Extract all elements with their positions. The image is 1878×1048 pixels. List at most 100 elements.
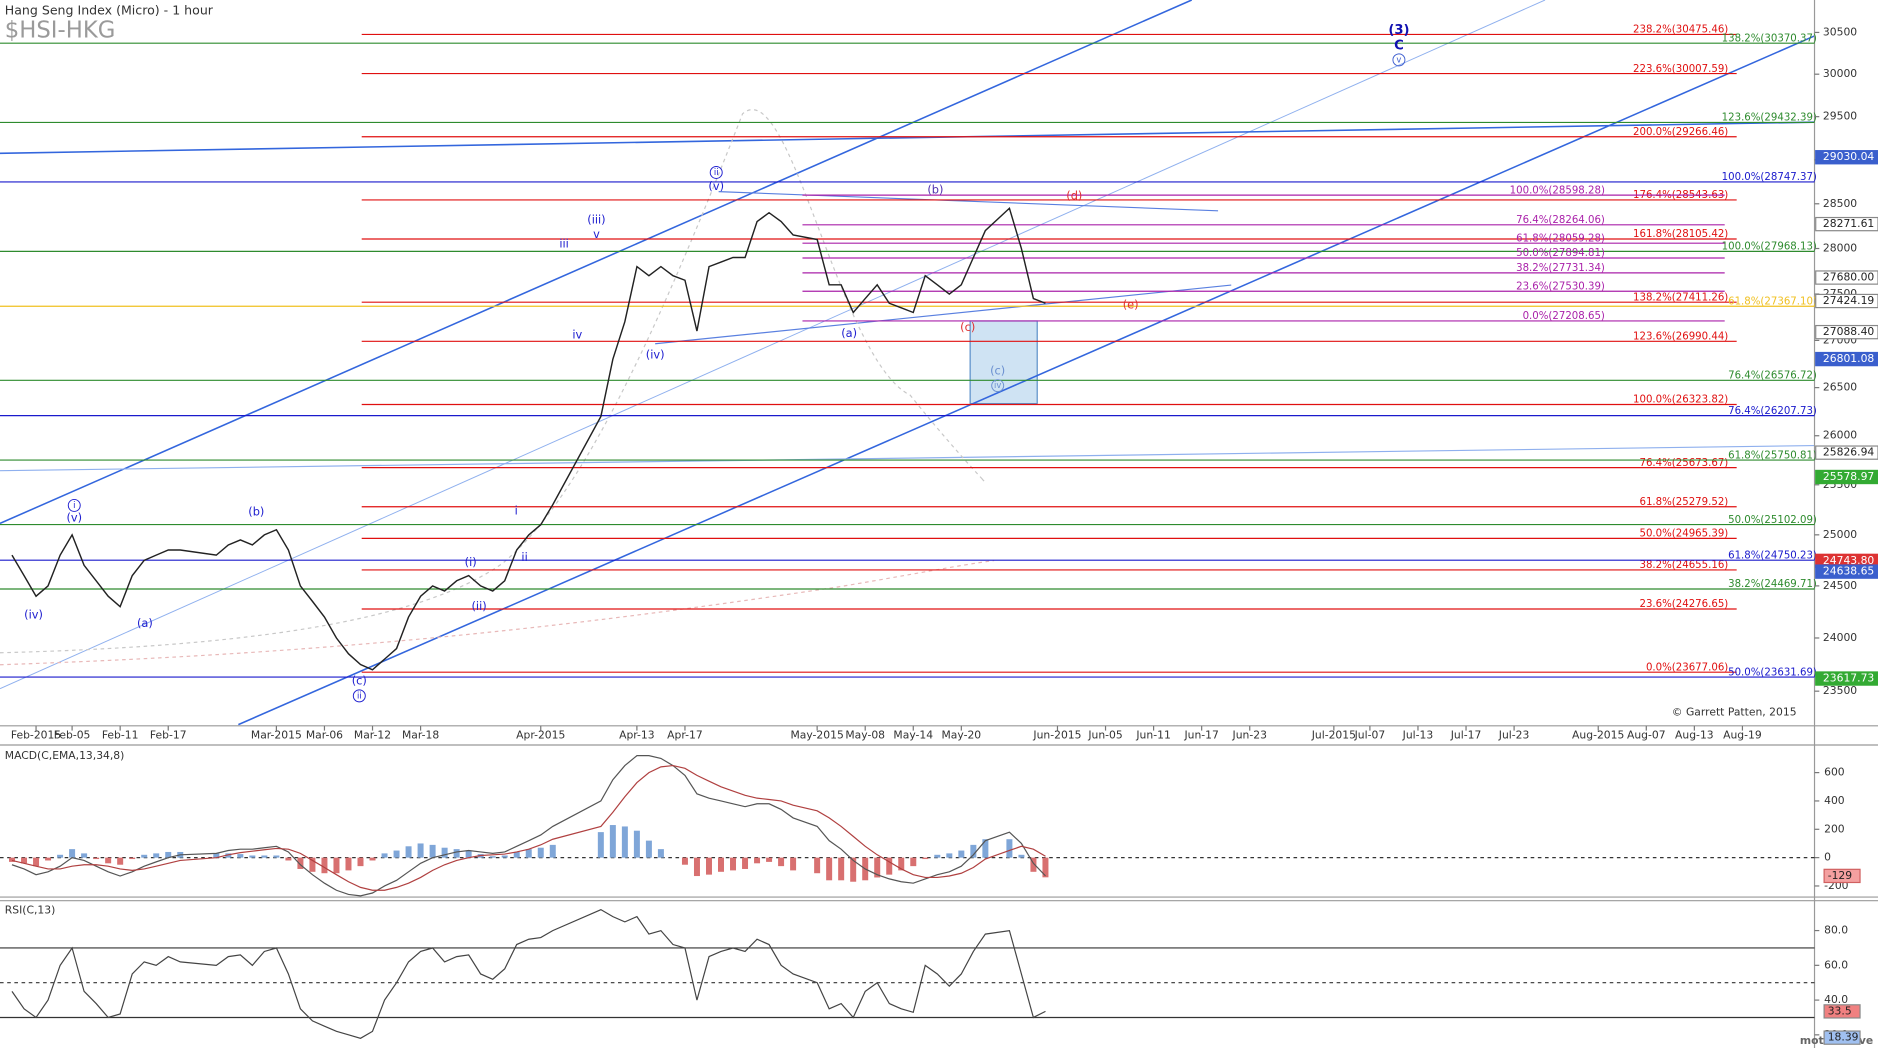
wave-label: (a) [841,326,857,340]
wave-label: (iv) [646,348,665,362]
price-marker-label: 29030.04 [1823,150,1875,163]
macd-histogram-bar [237,854,244,858]
wave-circle [1392,53,1406,67]
x-tick-label: Jul-17 [1450,728,1482,741]
fib-label: 123.6%(29432.39) [1722,113,1817,124]
rsi-tick-label: 60.0 [1824,958,1848,971]
price-marker-label: 25826.94 [1823,446,1875,459]
wave-label: (3) [1388,23,1409,38]
fib-label: 61.8%(24750.23) [1728,550,1817,561]
macd-histogram-bar [501,855,508,858]
wave-label: ii [521,550,527,564]
macd-current-label: -129 [1828,869,1853,882]
macd-histogram-bar [9,857,16,862]
price-marker-label: 26801.08 [1823,352,1875,365]
fib-label: 238.2%(30475.46) [1633,25,1728,36]
x-tick-label: Jul-23 [1498,728,1530,741]
wave-label: (d) [1066,188,1082,202]
fib-label: 100.0%(27968.13) [1722,242,1817,253]
wave-circle [352,689,366,703]
x-tick-label: Mar-18 [402,728,439,741]
macd-histogram-bar [165,851,172,858]
macd-histogram-bar [766,857,773,862]
x-tick-label: Jul-2015 [1311,728,1356,741]
wave-label: (iii) [587,212,605,226]
wave-label: (e) [1123,297,1139,311]
macd-histogram-bar [369,857,376,861]
macd-histogram-bar [910,857,917,867]
wave-label: i [73,500,75,510]
macd-histogram-bar [453,849,460,858]
x-tick-label: Apr-2015 [516,728,565,741]
macd-histogram-bar [609,825,616,858]
macd-histogram-bar [1030,857,1037,872]
y-tick-label: 28500 [1823,197,1857,210]
fib-label: 23.6%(24276.65) [1639,599,1728,610]
macd-histogram-bar [970,844,977,858]
y-tick-label: 30000 [1823,67,1857,80]
wave-label: (c) [352,673,367,687]
macd-histogram-bar [850,857,857,882]
x-tick-label: Jul-13 [1402,728,1434,741]
fib-label: 38.2%(24655.16) [1639,560,1728,571]
macd-histogram-bar [261,855,268,858]
macd-histogram-bar [730,857,737,871]
wave-label: (c) [990,363,1005,377]
trend-line [718,191,1219,212]
price-marker-label: 23617.73 [1823,672,1874,685]
rsi-line [11,908,1046,1039]
y-tick-label: 25000 [1823,528,1857,541]
macd-histogram-bar [153,853,160,858]
macd-histogram-bar [21,857,28,864]
price-marker-label: 27424.19 [1823,294,1875,307]
wave-circle [709,166,723,179]
fib-label: 200.0%(29266.46) [1633,127,1728,138]
x-tick-label: Aug-07 [1627,728,1666,741]
macd-histogram-bar [105,857,112,864]
x-tick-label: May-08 [845,728,885,741]
fib-label: 61.8%(25279.52) [1639,497,1728,508]
macd-histogram-bar [705,857,712,875]
macd-tick-label: 400 [1824,794,1845,807]
fib-label: 38.2%(27731.34) [1516,263,1605,274]
macd-title: MACD(C,EMA,13,34,8) [5,749,125,762]
fib-label: 100.0%(28598.28) [1510,185,1605,196]
wave-label: iii [559,236,568,250]
macd-histogram-bar [1042,857,1049,878]
y-tick-label: 26000 [1823,429,1857,442]
wave-label: C [1394,39,1404,54]
x-tick-label: Feb-11 [102,728,139,741]
macd-histogram-bar [93,857,100,860]
macd-histogram-bar [297,857,304,869]
rsi-current [1823,1030,1861,1045]
wave-label: (v) [708,179,724,193]
fib-label: 123.6%(26990.44) [1633,331,1728,342]
price-marker-label: 27680.00 [1823,271,1875,284]
y-tick-label: 29500 [1823,110,1857,123]
fib-label: 38.2%(24469.71) [1728,579,1817,590]
wave-label: (iv) [24,608,43,622]
macd-histogram-bar [898,857,905,871]
y-tick-label: 24000 [1823,631,1857,644]
fib-label: 100.0%(26323.82) [1633,395,1728,406]
macd-histogram-bar [537,847,544,858]
wave-label: iv [994,380,1001,390]
macd-histogram-bar [1006,839,1013,858]
macd-histogram-bar [345,857,352,871]
price-line [11,206,1046,671]
fib-label: 50.0%(24965.39) [1639,529,1728,540]
wave-label: iv [572,327,582,341]
fib-label: 61.8%(25750.81) [1728,450,1817,461]
trend-line [655,284,1232,345]
x-tick-label: Apr-13 [619,728,655,741]
fib-label: 61.8%(28059.28) [1516,233,1605,244]
x-tick-label: Jun-2015 [1032,728,1081,741]
x-tick-label: Feb-17 [150,728,187,741]
macd-histogram-bar [681,857,688,865]
rsi-title: RSI(C,13) [5,903,56,916]
macd-histogram-bar [597,832,604,858]
macd-histogram-bar [946,853,953,858]
x-tick-label: Mar-2015 [251,728,302,741]
macd-histogram-bar [838,857,845,881]
